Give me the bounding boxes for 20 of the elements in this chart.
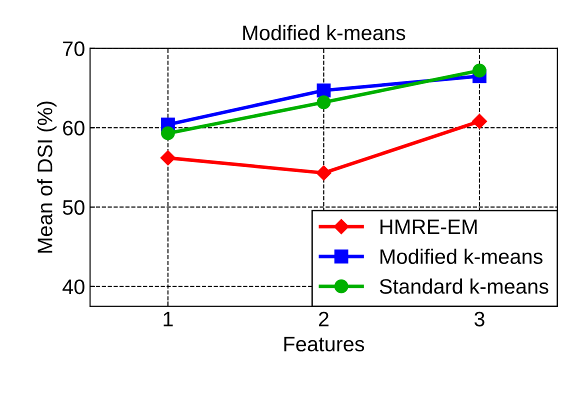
point bbox=[472, 114, 488, 129]
legend-label: Standard k-means bbox=[380, 278, 548, 294]
y-axis-title: Mean of DSI (%) bbox=[37, 102, 56, 253]
point bbox=[316, 83, 331, 98]
point bbox=[472, 64, 486, 78]
y-tick-label: 70 bbox=[63, 41, 84, 56]
x-tick-label: 2 bbox=[318, 312, 328, 326]
x-tick-label: 1 bbox=[164, 312, 173, 326]
point bbox=[316, 165, 332, 181]
point bbox=[160, 150, 176, 166]
y-tick-label: 60 bbox=[63, 120, 84, 136]
legend-label: HMRE-EM bbox=[380, 220, 477, 234]
y-tick-label: 40 bbox=[62, 279, 84, 294]
chart-title: Modified k-means bbox=[243, 24, 406, 40]
point bbox=[316, 95, 331, 110]
y-tick-label: 50 bbox=[62, 200, 84, 215]
x-axis-title: Features bbox=[284, 336, 364, 352]
point bbox=[161, 126, 175, 140]
x-tick-label: 3 bbox=[474, 312, 484, 326]
legend-label: Modified k-means bbox=[380, 248, 542, 264]
